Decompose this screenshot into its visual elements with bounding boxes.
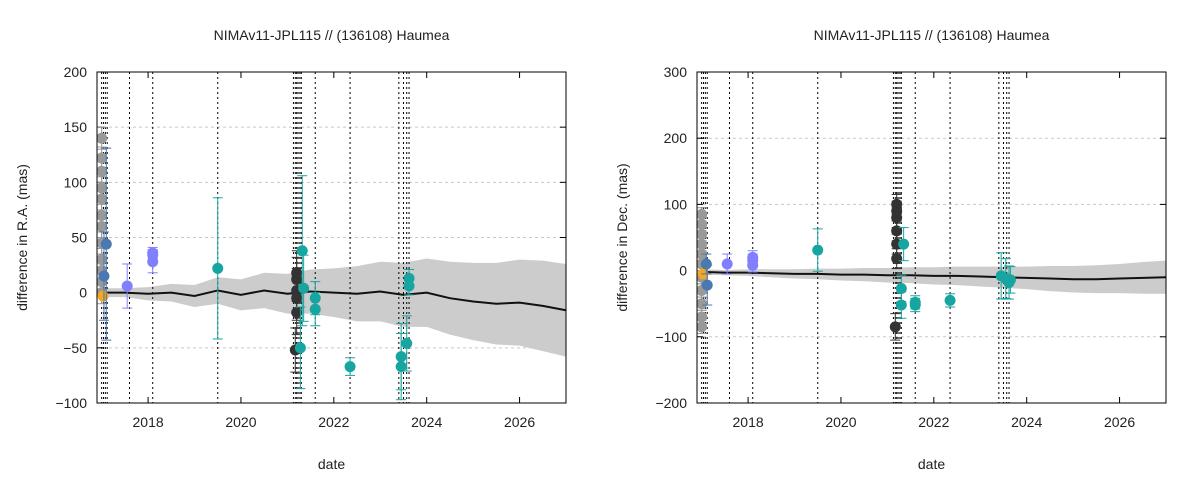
x-tick-label: 2024 (411, 414, 442, 430)
x-axis-label: date (318, 456, 345, 472)
data-point (700, 258, 712, 270)
data-point (97, 290, 109, 302)
data-point (701, 279, 713, 291)
x-tick-label: 2024 (1011, 414, 1042, 430)
data-point (97, 132, 108, 144)
data-point (944, 294, 956, 306)
data-point (212, 262, 224, 274)
data-point (891, 225, 903, 237)
data-point (296, 245, 308, 257)
data-point (697, 218, 708, 230)
x-tick-label: 2022 (318, 414, 349, 430)
dec-chart: NIMAv11-JPL115 // (136108) Haumea −200 −10… (614, 27, 1167, 472)
data-point (909, 299, 921, 311)
x-tick-label: 2020 (825, 414, 856, 430)
data-point (97, 165, 108, 177)
y-tick-label: 300 (664, 64, 688, 80)
y-tick-label: −100 (655, 329, 687, 345)
data-point (100, 238, 112, 250)
data-point (697, 208, 708, 220)
data-point (697, 238, 708, 250)
data-point (898, 238, 910, 250)
y-tick-label: 150 (64, 119, 88, 135)
chart-title: NIMAv11-JPL115 // (136108) Haumea (214, 27, 450, 43)
y-axis-label: difference in Dec. (mas) (614, 163, 630, 311)
data-point (97, 152, 108, 164)
data-point (403, 280, 415, 292)
data-point (291, 307, 303, 319)
data-point (298, 282, 310, 294)
data-point (697, 298, 708, 310)
data-point (395, 361, 407, 373)
y-tick-label: 50 (71, 230, 87, 246)
uncertainty-band (701, 260, 1166, 294)
ra-chart-panel: NIMAv11-JPL115 // (136108) Haumea −100 −50… (14, 27, 567, 472)
y-axis-label: difference in R.A. (mas) (14, 164, 30, 311)
x-axis-label: date (918, 456, 945, 472)
x-tick-label: 2018 (733, 414, 764, 430)
data-point (889, 321, 901, 333)
y-tick-label: −200 (655, 395, 687, 411)
data-point (895, 282, 907, 294)
data-point (344, 361, 356, 373)
y-tick-label: 100 (64, 174, 88, 190)
y-tick-label: 0 (79, 285, 87, 301)
uncertainty-band (101, 258, 566, 357)
data-point (895, 299, 907, 311)
data-point (697, 311, 708, 323)
data-point (891, 212, 903, 224)
plot-area (697, 72, 1166, 403)
model-line (101, 289, 566, 312)
y-tick-label: 200 (664, 130, 688, 146)
x-tick-label: 2018 (133, 414, 164, 430)
y-tick-label: 200 (64, 64, 88, 80)
x-tick-label: 2020 (225, 414, 256, 430)
data-point (98, 270, 110, 282)
y-tick-label: −100 (55, 395, 87, 411)
dec-chart-panel: NIMAv11-JPL115 // (136108) Haumea −200 −10… (600, 0, 1200, 480)
data-point (97, 220, 108, 232)
data-point (309, 303, 321, 315)
data-point (147, 256, 159, 268)
data-point (1004, 274, 1016, 286)
data-point (891, 253, 903, 265)
plot-frame (96, 71, 567, 404)
y-tick-label: 0 (679, 263, 687, 279)
data-point (401, 337, 413, 349)
data-point (697, 321, 708, 333)
chart-title: NIMAv11-JPL115 // (136108) Haumea (814, 27, 1050, 43)
x-tick-label: 2026 (504, 414, 535, 430)
data-point (812, 244, 824, 256)
data-point (697, 228, 708, 240)
data-point (294, 342, 306, 354)
data-point (747, 259, 759, 271)
plot-frame (696, 71, 1167, 404)
data-point (121, 280, 133, 292)
y-tick-label: 100 (664, 196, 688, 212)
data-point (721, 258, 733, 270)
ra-chart: NIMAv11-JPL115 // (136108) Haumea −100 −50… (14, 27, 567, 472)
y-tick-label: −50 (63, 340, 87, 356)
x-tick-label: 2022 (918, 414, 949, 430)
model-line (701, 270, 1166, 281)
data-point (97, 193, 108, 205)
x-tick-label: 2026 (1104, 414, 1135, 430)
plot-area (97, 72, 566, 403)
